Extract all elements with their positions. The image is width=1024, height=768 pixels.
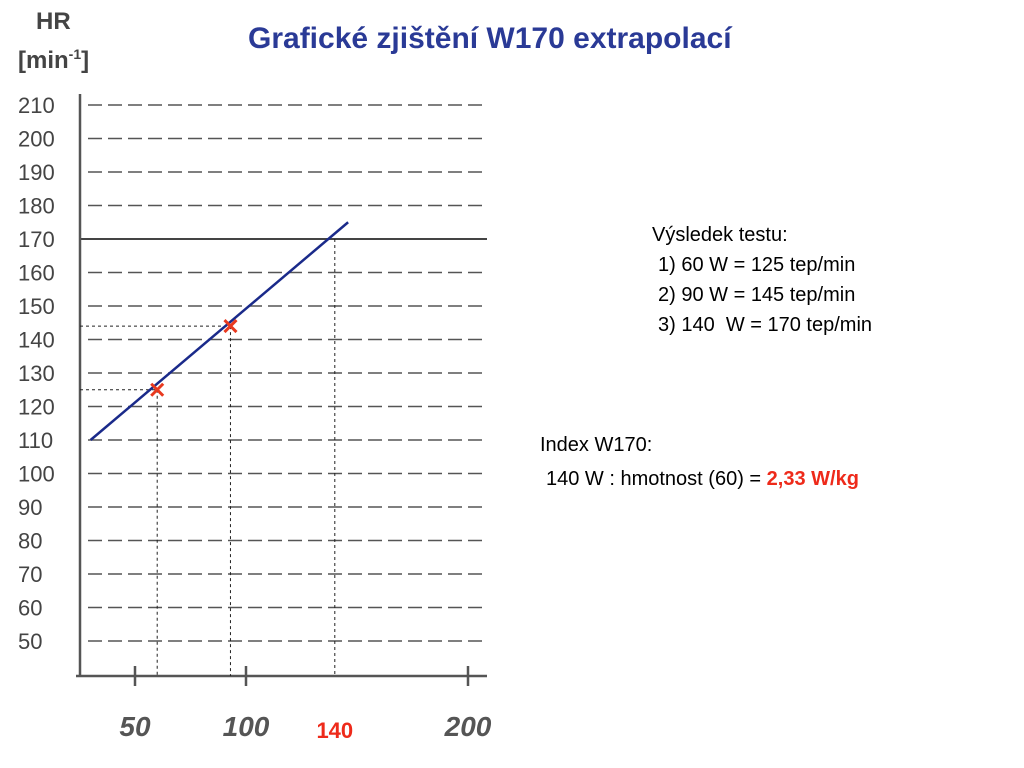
y-tick-label-60: 60	[18, 596, 42, 621]
y-tick-label-130: 130	[18, 361, 55, 386]
y-tick-label-210: 210	[18, 93, 55, 118]
y-tick-label-140: 140	[18, 328, 55, 353]
y-tick-label-80: 80	[18, 529, 42, 554]
data-point-1	[150, 382, 165, 397]
y-tick-label-120: 120	[18, 395, 55, 420]
index-w170: Index W170: 140 W : hmotnost (60) = 2,33…	[540, 428, 859, 496]
y-axis-unit-exponent: -1	[68, 46, 82, 62]
test-result-item-3: 3) 140 W = 170 tep/min	[658, 314, 873, 336]
y-tick-label-110: 110	[18, 428, 53, 453]
x-tick-label-50: 50	[119, 711, 151, 742]
data-point-2	[223, 319, 238, 334]
test-result-item-2: 2) 90 W = 145 tep/min	[658, 284, 856, 306]
y-tick-label-180: 180	[18, 194, 55, 219]
data-point-1-stroke-2	[150, 382, 165, 397]
y-axis-label-unit: [min-1]	[18, 46, 90, 74]
test-results-heading: Výsledek testu:	[652, 224, 788, 246]
page-title: Grafické zjištění W170 extrapolací	[248, 22, 732, 55]
y-axis-label-hr: HR	[36, 8, 71, 35]
y-tick-label-70: 70	[18, 562, 42, 587]
y-axis-unit-close: ]	[81, 47, 90, 74]
x-tick-label-100: 100	[223, 711, 270, 742]
index-heading: Index W170:	[540, 434, 653, 456]
y-tick-label-190: 190	[18, 160, 55, 185]
index-formula-row: 140 W : hmotnost (60) = 2,33 W/kg	[540, 462, 859, 496]
x-tick-label-140: 140	[316, 718, 353, 743]
y-tick-label-90: 90	[18, 495, 42, 520]
regression-line	[89, 221, 349, 441]
y-axis-unit-text: [min	[18, 47, 69, 74]
y-tick-label-200: 200	[18, 127, 55, 152]
test-results: Výsledek testu: 1) 60 W = 125 tep/min 2)…	[652, 220, 872, 340]
y-axis-label: HR [min-1]	[18, 6, 89, 77]
y-tick-label-150: 150	[18, 294, 55, 319]
index-formula: 140 W : hmotnost (60) =	[546, 468, 767, 490]
y-tick-label-160: 160	[18, 261, 55, 286]
index-result: 2,33 W/kg	[766, 468, 859, 490]
data-point-2-stroke-2	[223, 319, 238, 334]
test-result-item-1: 1) 60 W = 125 tep/min	[658, 254, 856, 276]
y-tick-label-170: 170	[18, 227, 55, 252]
x-tick-label-200: 200	[444, 711, 492, 742]
y-tick-label-50: 50	[18, 629, 42, 654]
y-tick-label-100: 100	[18, 462, 55, 487]
